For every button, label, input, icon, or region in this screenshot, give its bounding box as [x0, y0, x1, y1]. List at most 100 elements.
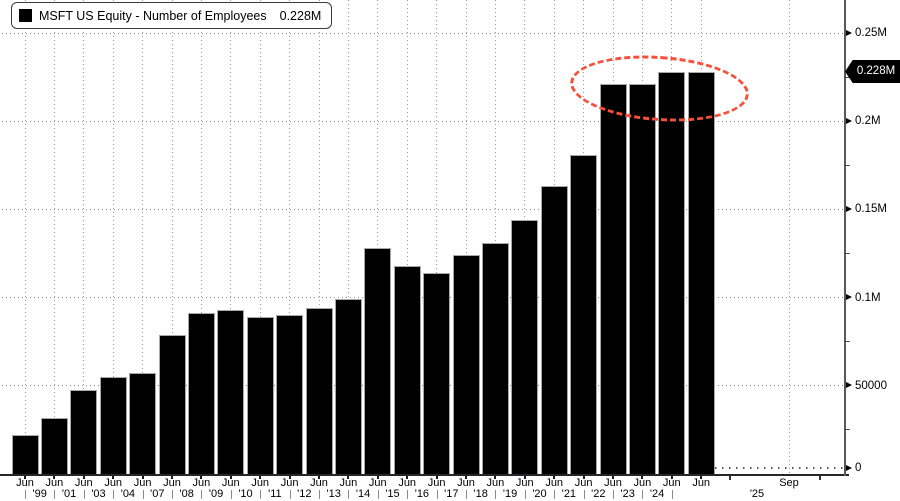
legend[interactable]: MSFT US Equity - Number of Employees 0.2…: [11, 2, 333, 29]
employee-bar[interactable]: [540, 186, 568, 474]
employee-bar[interactable]: [40, 418, 68, 474]
x-label-jun: Jun: [457, 477, 475, 489]
x-year-label: '14: [355, 488, 371, 500]
employee-bar[interactable]: [99, 376, 127, 474]
x-year-label: '10: [238, 488, 253, 500]
x-tick: [347, 476, 350, 479]
employee-bar[interactable]: [570, 154, 598, 474]
h-gridline: [2, 120, 845, 122]
x-year-label: '09: [208, 488, 224, 500]
x-year-label: '21: [561, 488, 577, 500]
v-gridline: [142, 0, 144, 475]
y-tick-label: 0.25M: [855, 27, 887, 39]
year-separator: [671, 490, 673, 499]
employee-bar[interactable]: [11, 435, 39, 474]
year-separator: [230, 490, 232, 499]
employee-bar[interactable]: [423, 272, 451, 474]
year-separator: [289, 490, 291, 499]
year-separator: [172, 490, 173, 499]
v-gridline: [53, 0, 55, 475]
x-tick: [259, 476, 262, 479]
v-gridline: [200, 0, 202, 475]
x-tick: [641, 476, 644, 479]
x-tick: [670, 476, 673, 479]
x-tick: [24, 476, 26, 479]
x-year-label: '99: [32, 488, 47, 500]
highlight-ellipse-annotation[interactable]: [567, 49, 752, 128]
x-label-jun: Jun: [104, 477, 123, 489]
x-label-jun: Jun: [339, 477, 358, 489]
x-tick: [200, 476, 203, 479]
y-minor-tick: [845, 253, 850, 254]
y-minor-tick: [845, 429, 850, 431]
x-tick: [318, 476, 320, 479]
employee-bar[interactable]: [129, 373, 157, 474]
employee-bar[interactable]: [217, 309, 245, 474]
x-tick: [141, 476, 144, 479]
x-label-jun: Jun: [692, 477, 711, 489]
x-label-jun: Jun: [574, 477, 593, 489]
y-tick-label: 0.15M: [855, 203, 887, 216]
x-label-jun: Jun: [133, 477, 152, 489]
year-separator: [348, 490, 350, 499]
employee-bar[interactable]: [658, 71, 686, 474]
x-year-label: '22: [591, 488, 606, 500]
year-separator: [83, 490, 85, 499]
employee-bar[interactable]: [511, 219, 539, 474]
last-value-badge: 0.228M: [845, 60, 900, 83]
x-label-jun: Jun: [74, 477, 93, 489]
x-tick: [53, 476, 56, 479]
x-tick: [582, 476, 585, 479]
x-year-label: '19: [502, 488, 518, 500]
employee-bar[interactable]: [364, 248, 392, 474]
x-label-jun: Jun: [633, 477, 652, 489]
year-separator: [436, 490, 438, 499]
year-separator: [201, 490, 203, 499]
employee-bar[interactable]: [276, 315, 304, 474]
x-label-jun: Jun: [310, 477, 328, 489]
year-separator: [495, 490, 497, 499]
year-separator: [642, 490, 644, 499]
employee-bar[interactable]: [158, 334, 186, 474]
year-separator: [142, 490, 144, 499]
x-year-label: '23: [620, 488, 635, 500]
employee-bar[interactable]: [187, 313, 215, 474]
v-gridline: [112, 0, 114, 475]
v-gridline: [406, 0, 408, 475]
x-year-label: '08: [179, 488, 194, 500]
x-year-label: '13: [326, 488, 341, 500]
y-tick-label: 0.1M: [855, 291, 881, 304]
v-gridline: [377, 0, 379, 475]
x-label-jun: Jun: [427, 477, 446, 489]
y-tick-arrow-icon: [846, 29, 852, 36]
x-tick: [553, 476, 556, 479]
v-gridline: [318, 0, 320, 475]
x-label-jun: Jun: [398, 477, 417, 489]
x-label-sep: Sep: [779, 477, 799, 489]
x-tick: [435, 476, 438, 479]
legend-series-label: MSFT US Equity - Number of Employees: [39, 8, 267, 23]
employee-bar[interactable]: [628, 84, 656, 474]
y-minor-tick: [845, 76, 850, 78]
x-year-label: '11: [268, 488, 282, 500]
employee-bar[interactable]: [393, 265, 421, 474]
x-tick: [494, 476, 497, 479]
x-label-jun: Jun: [16, 477, 34, 489]
year-separator: [25, 490, 26, 499]
y-minor-tick: [845, 341, 850, 343]
v-gridline: [494, 0, 496, 475]
x-year-label: '07: [150, 488, 165, 500]
employee-bar[interactable]: [305, 308, 333, 474]
employee-bar[interactable]: [452, 255, 480, 474]
employee-bar[interactable]: [70, 390, 98, 474]
employee-bar[interactable]: [334, 299, 362, 474]
employee-bar[interactable]: [599, 84, 627, 474]
employee-bar[interactable]: [687, 71, 715, 474]
year-separator: [260, 490, 262, 499]
employee-bar[interactable]: [246, 317, 274, 474]
y-tick-label: 0.2M: [855, 115, 881, 128]
y-axis-line: [844, 0, 846, 476]
employee-bar[interactable]: [481, 242, 509, 474]
x-year-label: '24: [649, 488, 665, 500]
x-label-jun: Jun: [368, 477, 387, 489]
